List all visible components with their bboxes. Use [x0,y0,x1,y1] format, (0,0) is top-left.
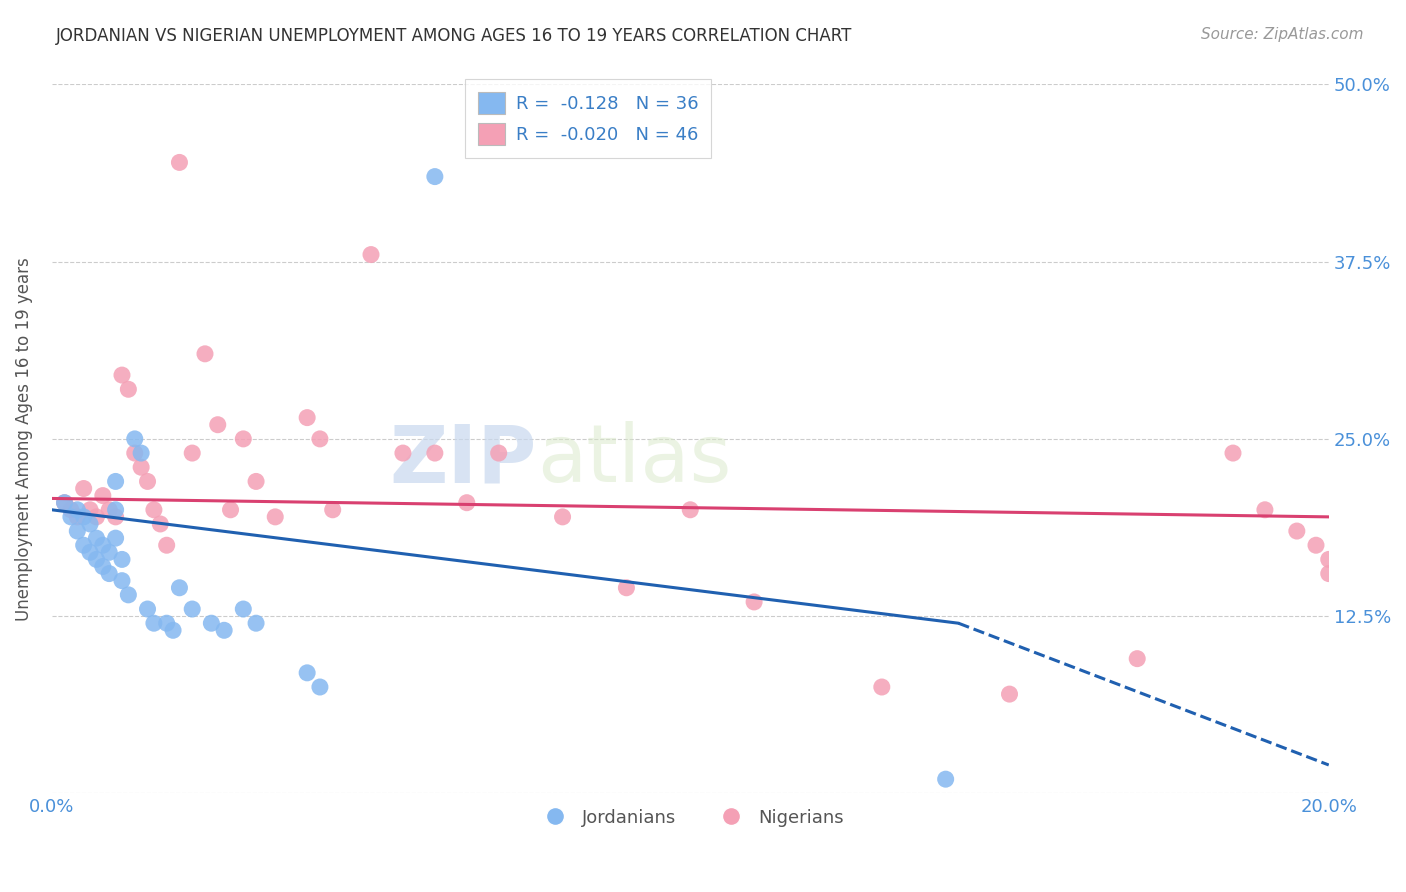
Point [124,446,146,460]
Point [245,475,267,489]
Point [616,581,638,595]
Point [169,581,191,595]
Point [73,538,96,552]
Point [111,574,134,588]
Text: JORDANIAN VS NIGERIAN UNEMPLOYMENT AMONG AGES 16 TO 19 YEARS CORRELATION CHART: JORDANIAN VS NIGERIAN UNEMPLOYMENT AMONG… [56,27,852,45]
Point [91,538,114,552]
Point [73,509,96,524]
Point [104,503,127,517]
Point [456,496,478,510]
Point [998,687,1021,701]
Point [142,503,165,517]
Point [129,446,152,460]
Point [1317,552,1340,566]
Point [104,509,127,524]
Point [1254,503,1277,517]
Point [232,602,254,616]
Point [423,446,446,460]
Point [488,446,510,460]
Point [117,588,139,602]
Point [870,680,893,694]
Point [264,509,287,524]
Legend: Jordanians, Nigerians: Jordanians, Nigerians [530,802,851,834]
Point [156,538,179,552]
Point [86,552,108,566]
Point [66,503,89,517]
Point [309,432,332,446]
Point [86,509,108,524]
Point [1317,566,1340,581]
Point [104,531,127,545]
Point [309,680,332,694]
Point [142,616,165,631]
Point [423,169,446,184]
Point [295,410,318,425]
Point [111,552,134,566]
Point [53,496,76,510]
Point [98,503,121,517]
Point [200,616,222,631]
Point [181,602,204,616]
Text: ZIP: ZIP [389,421,537,500]
Point [91,489,114,503]
Point [742,595,765,609]
Point [392,446,415,460]
Point [53,496,76,510]
Point [156,616,179,631]
Point [79,503,101,517]
Point [104,475,127,489]
Point [1285,524,1308,538]
Point [207,417,229,432]
Point [935,772,957,787]
Point [551,509,574,524]
Point [66,509,89,524]
Point [219,503,242,517]
Y-axis label: Unemployment Among Ages 16 to 19 years: Unemployment Among Ages 16 to 19 years [15,257,32,621]
Point [73,482,96,496]
Point [360,247,382,261]
Text: atlas: atlas [537,421,731,500]
Point [79,545,101,559]
Point [1126,651,1149,665]
Point [66,524,89,538]
Point [136,602,159,616]
Text: Source: ZipAtlas.com: Source: ZipAtlas.com [1201,27,1364,42]
Point [136,475,159,489]
Point [59,509,82,524]
Point [162,624,184,638]
Point [169,155,191,169]
Point [181,446,204,460]
Point [129,460,152,475]
Point [1305,538,1327,552]
Point [322,503,344,517]
Point [59,503,82,517]
Point [295,665,318,680]
Point [86,531,108,545]
Point [245,616,267,631]
Point [98,566,121,581]
Point [149,516,172,531]
Point [232,432,254,446]
Point [91,559,114,574]
Point [194,347,217,361]
Point [117,382,139,396]
Point [79,516,101,531]
Point [111,368,134,383]
Point [1222,446,1244,460]
Point [212,624,235,638]
Point [679,503,702,517]
Point [124,432,146,446]
Point [98,545,121,559]
